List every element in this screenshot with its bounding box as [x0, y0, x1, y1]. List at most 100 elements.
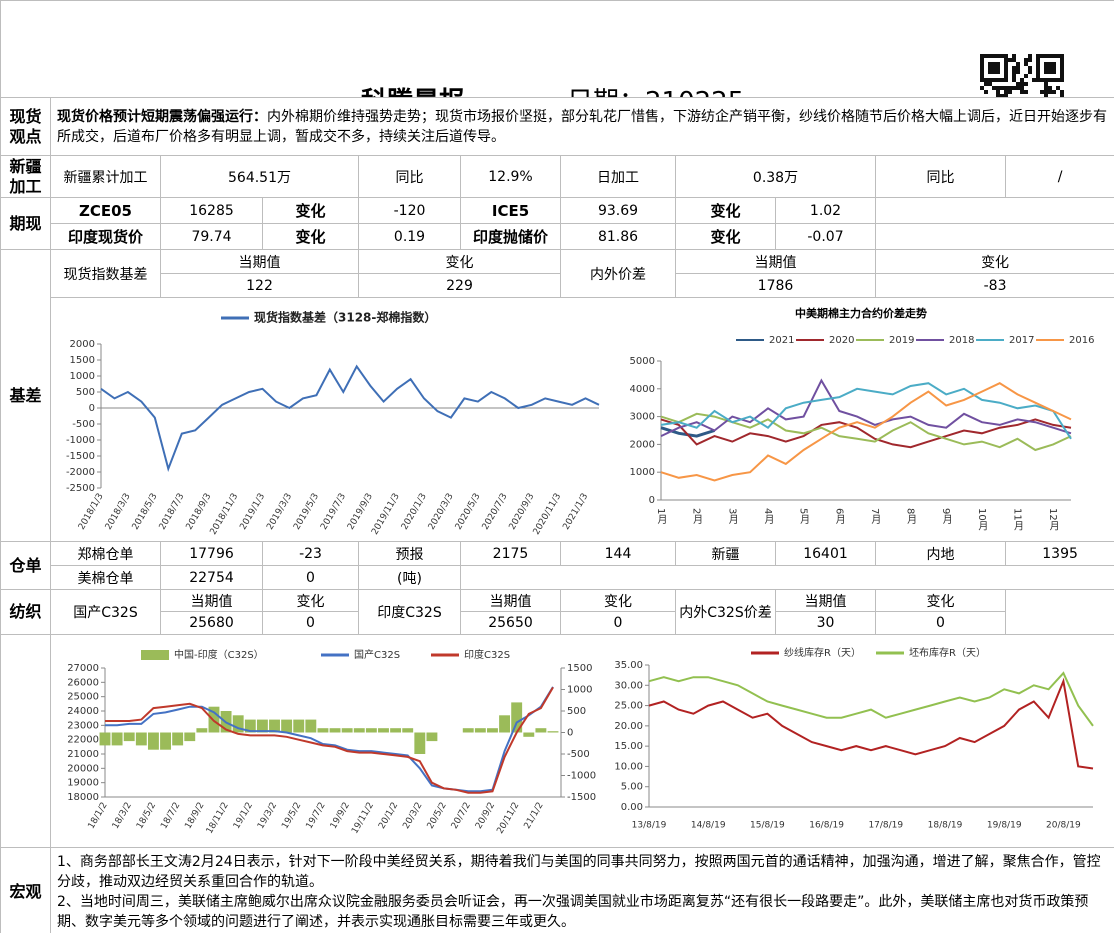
legend-label: 中国-印度（C32S）: [174, 648, 264, 661]
qr-module: [1044, 66, 1048, 70]
cell: 当期值: [460, 589, 561, 612]
cell: 16285: [160, 197, 263, 224]
line-series: [648, 671, 1094, 727]
x-tick-label: 20/11/2: [495, 801, 521, 836]
qr-module: [1008, 90, 1012, 94]
chart-cell: 18000 19000 20000 21000 22000 23000 24000 25000…: [49, 634, 1114, 848]
bar: [256, 719, 268, 733]
y-tick-label: 10.00: [614, 761, 643, 772]
qr-code: [980, 54, 1064, 97]
cell: 0: [262, 611, 359, 635]
qr-module: [1052, 54, 1056, 58]
cell: 564.51万: [160, 155, 359, 198]
qr-module: [1036, 66, 1040, 70]
x-tick-label: 15/8/19: [750, 821, 785, 831]
y-tick-label: 1000: [567, 685, 592, 696]
y-tick-label: 1000: [70, 371, 95, 382]
qr-module: [1004, 58, 1008, 62]
qr-module: [1056, 78, 1060, 82]
cell: 1.02: [775, 197, 876, 224]
macro-text: 1、商务部部长王文涛2月24日表示，针对下一阶段中美经贸关系，期待着我们与美国的…: [49, 847, 1114, 933]
qr-module: [1028, 70, 1032, 74]
qr-module: [1020, 86, 1024, 90]
x-tick-label: 14/8/19: [691, 821, 726, 831]
x-tick-label: 2018/5/3: [131, 492, 160, 532]
x-tick-label: 2月: [691, 508, 703, 525]
cell: 变化: [262, 197, 359, 224]
cell: 变化: [560, 589, 676, 612]
line-series: [660, 382, 1072, 482]
qr-module: [1052, 90, 1056, 94]
qr-module: [1004, 54, 1008, 58]
cell: [459, 565, 1114, 590]
bar: [547, 731, 559, 733]
y-tick-label: 25000: [67, 692, 99, 703]
qr-module: [996, 94, 1000, 97]
chart-title: 中美期棉主力合约价差走势: [795, 306, 927, 320]
qr-module: [1036, 54, 1040, 58]
qr-module: [1056, 54, 1060, 58]
qr-module: [992, 78, 996, 82]
chart-cell: -2500 -2000 -1500 -1000 -500 0 500 1000 1500 2000…: [49, 297, 1114, 542]
x-tick-label: 18/9/2: [183, 801, 206, 831]
qr-module: [992, 86, 996, 90]
x-tick-label: 18/3/2: [111, 801, 134, 831]
qr-module: [1036, 74, 1040, 78]
chart-box: -2500 -2000 -1500 -1000 -500 0 500 1000 1500 2000…: [52, 299, 1114, 541]
x-tick-label: 20/1/2: [377, 801, 400, 831]
x-tick-label: 1月: [655, 508, 667, 525]
cell: ICE5: [460, 197, 561, 224]
qr-module: [1004, 66, 1008, 70]
qr-module: [980, 74, 984, 78]
cell: 81.86: [560, 223, 676, 250]
cell: 同比: [358, 155, 461, 198]
bar: [184, 732, 196, 742]
cell: 当期值: [160, 589, 263, 612]
row-label: 现货观点: [0, 97, 51, 156]
cell: 变化: [262, 223, 359, 250]
cell: 当期值: [675, 249, 876, 274]
legend-label: 纱线库存R（天）: [784, 646, 861, 659]
cell: 内外价差: [560, 249, 676, 298]
line-series: [660, 412, 1072, 452]
x-tick-label: 19/3/2: [256, 801, 279, 831]
qr-module: [1020, 90, 1024, 94]
cell: 12.9%: [460, 155, 561, 198]
qr-module: [1060, 66, 1064, 70]
qr-module: [1000, 86, 1004, 90]
cell: 144: [560, 541, 676, 566]
bar: [329, 728, 341, 733]
qr-module: [1044, 82, 1048, 86]
bar: [378, 728, 389, 733]
qr-module: [1060, 94, 1064, 97]
qr-module: [996, 62, 1000, 66]
legend-label: 2021: [769, 335, 794, 346]
chart: 0 1000 2000 3000 4000 5000 中美期棉主力合约价差走势 1月 2月 3月 4…: [630, 306, 1095, 532]
line-series: [105, 686, 554, 794]
y-tick-label: -2000: [66, 467, 95, 478]
cell: 内地: [875, 541, 1006, 566]
x-tick-label: 2018/3/3: [104, 492, 133, 532]
qr-module: [980, 78, 984, 82]
bar: [99, 732, 111, 746]
y-tick-label: 2000: [630, 439, 655, 450]
y-tick-label: 18000: [67, 792, 99, 803]
qr-module: [988, 70, 992, 74]
x-tick-label: 2020/1/3: [400, 492, 429, 532]
x-tick-label: 20/8/19: [1046, 821, 1081, 831]
bar: [111, 732, 123, 746]
qr-module: [1060, 54, 1064, 58]
paragraph: 1、商务部部长王文涛2月24日表示，针对下一阶段中美经贸关系，期待着我们与美国的…: [57, 853, 1101, 890]
y-tick-label: 35.00: [614, 660, 643, 671]
cell: /: [1004, 155, 1114, 198]
cell: 22754: [160, 565, 263, 590]
cell: 变化: [875, 589, 1006, 612]
qr-module: [1044, 86, 1048, 90]
qr-module: [1004, 62, 1008, 66]
qr-module: [1048, 86, 1052, 90]
qr-module: [980, 70, 984, 74]
cell: 同比: [875, 155, 1006, 198]
y-tick-label: 19000: [67, 778, 99, 789]
bar: [293, 719, 305, 733]
qr-module: [1024, 74, 1028, 78]
